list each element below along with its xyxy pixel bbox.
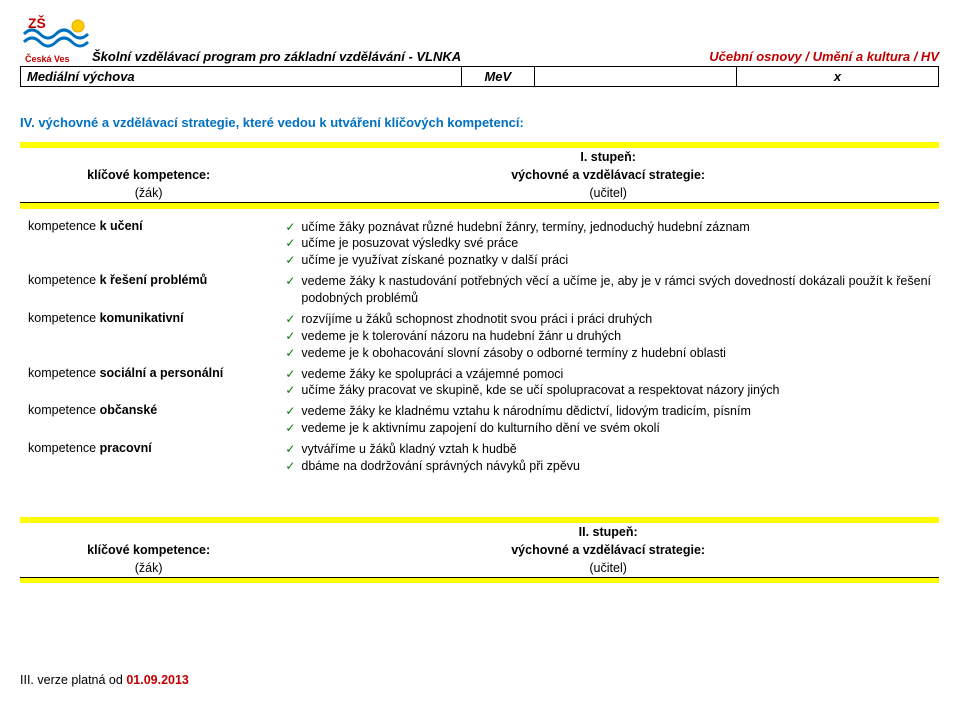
bullet-item: ✓vytváříme u žáků kladný vztah k hudbě: [285, 441, 931, 458]
check-icon: ✓: [285, 235, 295, 251]
top-table-empty: [535, 67, 737, 87]
top-thin-table: Mediální výchova MeV x: [20, 66, 939, 87]
right-title-2: výchovné a vzdělávací strategie:: [277, 541, 939, 559]
check-icon: ✓: [285, 458, 295, 474]
left-sub-2: (žák): [20, 559, 277, 578]
competence-table-stage1: I. stupeň: klíčové kompetence: výchovné …: [20, 142, 939, 217]
competence-label: kompetence k učení: [20, 217, 277, 272]
bullet-item: ✓vedeme žáky ke spolupráci a vzájemné po…: [285, 366, 931, 383]
svg-text:Česká Ves: Česká Ves: [25, 53, 70, 64]
top-table-mark: x: [737, 67, 939, 87]
col-left-header: [20, 148, 277, 166]
bullet-item: ✓učíme žáky poznávat různé hudební žánry…: [285, 219, 931, 236]
competence-label: kompetence občanské: [20, 401, 277, 439]
check-icon: ✓: [285, 366, 295, 382]
header-text-row: Školní vzdělávací program pro základní v…: [92, 49, 939, 66]
competence-label: kompetence sociální a personální: [20, 364, 277, 402]
svg-text:ZŠ: ZŠ: [28, 14, 46, 31]
footer-date: 01.09.2013: [126, 673, 189, 687]
breadcrumb-title: Učební osnovy / Umění a kultura / HV: [709, 49, 939, 64]
left-sub: (žák): [20, 184, 277, 203]
bullet-item: ✓vedeme je k obohacování slovní zásoby o…: [285, 345, 931, 362]
stage1-label: I. stupeň:: [277, 148, 939, 166]
top-table-label: Mediální výchova: [21, 67, 462, 87]
competence-bullets: ✓vytváříme u žáků kladný vztah k hudbě✓d…: [277, 439, 939, 477]
competence-bullets: ✓vedeme žáky ke spolupráci a vzájemné po…: [277, 364, 939, 402]
check-icon: ✓: [285, 273, 295, 289]
bullet-item: ✓vedeme žáky ke kladnému vztahu k národn…: [285, 403, 931, 420]
check-icon: ✓: [285, 420, 295, 436]
bullet-item: ✓učíme je využívat získané poznatky v da…: [285, 252, 931, 269]
program-title: Školní vzdělávací program pro základní v…: [92, 49, 461, 64]
competence-bullets: ✓rozvíjíme u žáků schopnost zhodnotit sv…: [277, 309, 939, 364]
left-title: klíčové kompetence:: [20, 166, 277, 184]
check-icon: ✓: [285, 311, 295, 327]
competence-bullets: ✓učíme žáky poznávat různé hudební žánry…: [277, 217, 939, 272]
check-icon: ✓: [285, 345, 295, 361]
page-header: Česká Ves ZŠ Školní vzdělávací program p…: [20, 14, 939, 66]
left-title-2: klíčové kompetence:: [20, 541, 277, 559]
check-icon: ✓: [285, 252, 295, 268]
competence-rows: kompetence k učení ✓učíme žáky poznávat r…: [20, 217, 939, 477]
competence-bullets: ✓vedeme žáky ke kladnému vztahu k národn…: [277, 401, 939, 439]
competence-table-stage2: II. stupeň: klíčové kompetence: výchovné…: [20, 517, 939, 584]
bullet-item: ✓dbáme na dodržování správných návyků př…: [285, 458, 931, 475]
bullet-item: ✓učíme je posuzovat výsledky své práce: [285, 235, 931, 252]
bullet-item: ✓rozvíjíme u žáků schopnost zhodnotit sv…: [285, 311, 931, 328]
top-table-code: MeV: [461, 67, 534, 87]
footer-version: III. verze platná od 01.09.2013: [20, 673, 939, 687]
competence-label: kompetence pracovní: [20, 439, 277, 477]
school-logo: Česká Ves ZŠ: [20, 14, 92, 66]
bullet-item: ✓vedeme je k aktivnímu zapojení do kultu…: [285, 420, 931, 437]
check-icon: ✓: [285, 403, 295, 419]
bullet-item: ✓vedeme je k tolerování názoru na hudebn…: [285, 328, 931, 345]
stage2-label: II. stupeň:: [277, 523, 939, 541]
check-icon: ✓: [285, 328, 295, 344]
bullet-item: ✓učíme žáky pracovat ve skupině, kde se …: [285, 382, 931, 399]
check-icon: ✓: [285, 382, 295, 398]
section-iv-title: IV. výchovné a vzdělávací strategie, kte…: [20, 115, 939, 130]
right-sub-2: (učitel): [277, 559, 939, 578]
competence-bullets: ✓vedeme žáky k nastudování potřebných vě…: [277, 271, 939, 309]
check-icon: ✓: [285, 219, 295, 235]
competence-label: kompetence k řešení problémů: [20, 271, 277, 309]
footer-prefix: III. verze platná od: [20, 673, 126, 687]
check-icon: ✓: [285, 441, 295, 457]
right-sub: (učitel): [277, 184, 939, 203]
competence-label: kompetence komunikativní: [20, 309, 277, 364]
bullet-item: ✓vedeme žáky k nastudování potřebných vě…: [285, 273, 931, 307]
right-title: výchovné a vzdělávací strategie:: [277, 166, 939, 184]
